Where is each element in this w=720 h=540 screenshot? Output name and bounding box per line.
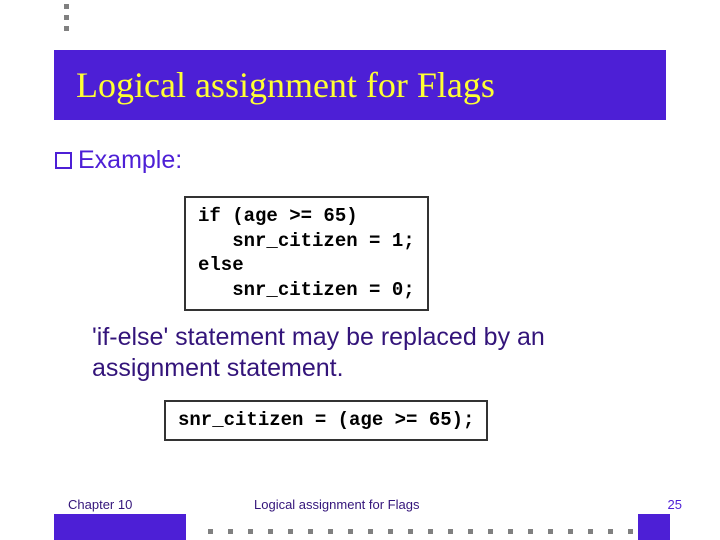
example-label: Example: xyxy=(78,146,182,175)
body-paragraph: 'if-else' statement may be replaced by a… xyxy=(92,322,652,385)
footer: Chapter 10 Logical assignment for Flags … xyxy=(0,496,720,540)
footer-chapter: Chapter 10 xyxy=(68,497,132,512)
decor-bottom-dots xyxy=(208,529,633,534)
bullet-icon xyxy=(55,152,72,169)
code-block-1: if (age >= 65) snr_citizen = 1; else snr… xyxy=(184,196,429,311)
footer-page: 25 xyxy=(668,497,682,512)
bullet-example: Example: xyxy=(55,146,182,175)
footer-title: Logical assignment for Flags xyxy=(254,497,419,512)
slide-title: Logical assignment for Flags xyxy=(76,64,495,106)
footer-block-right xyxy=(638,514,670,540)
footer-block-left xyxy=(54,514,186,540)
code-block-2: snr_citizen = (age >= 65); xyxy=(164,400,488,441)
title-bar: Logical assignment for Flags xyxy=(54,50,666,120)
decor-top-dots xyxy=(64,4,69,31)
